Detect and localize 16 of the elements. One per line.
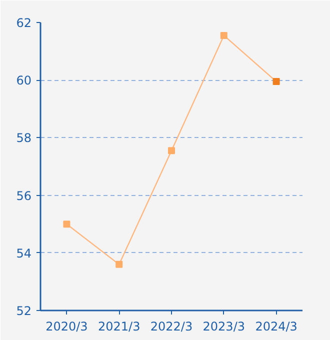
x-tick-label: 2024/3: [255, 320, 298, 334]
y-tick-label: 52: [16, 304, 32, 318]
x-tick-label: 2023/3: [202, 320, 246, 334]
x-tick-label: 2021/3: [98, 320, 140, 334]
x-tick-label: 2020/3: [46, 320, 88, 334]
point: [63, 220, 70, 228]
y-tick-label: 56: [16, 188, 32, 203]
x-tick-label: 2022/3: [150, 320, 193, 334]
point: [272, 78, 280, 86]
y-tick-label: 54: [16, 246, 32, 260]
point: [220, 32, 228, 39]
y-tick-label: 62: [16, 16, 32, 30]
point: [116, 260, 123, 268]
y-tick-label: 60: [16, 74, 32, 88]
point: [168, 147, 175, 154]
y-tick-label: 58: [16, 131, 32, 146]
